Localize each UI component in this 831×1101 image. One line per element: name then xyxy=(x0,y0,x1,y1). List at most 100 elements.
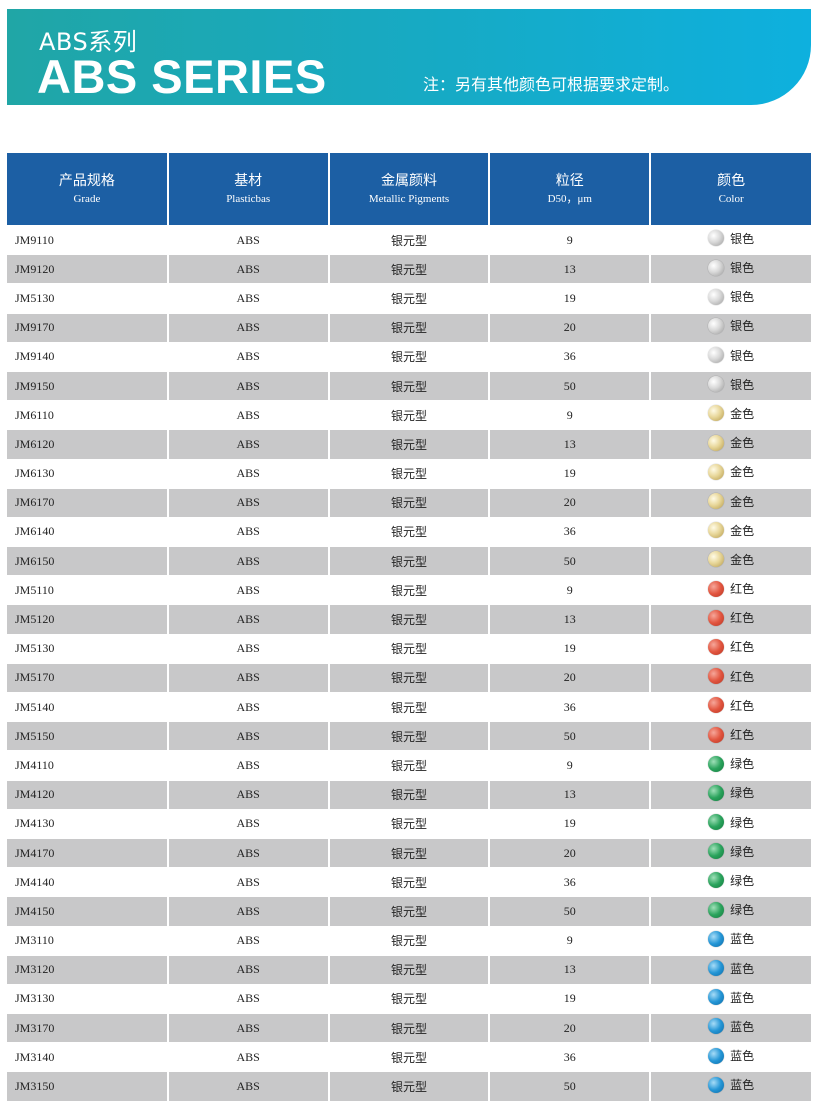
color-indicator: 蓝色 xyxy=(708,1018,754,1035)
color-cell: 绿色 xyxy=(649,750,811,781)
color-label: 蓝色 xyxy=(730,1019,755,1034)
grade-cell: JM4170 xyxy=(7,837,168,868)
color-cell: 银色 xyxy=(649,254,811,284)
series-banner: ABS系列 ABS SERIES 注：另有其他颜色可根据要求定制。 xyxy=(7,9,811,105)
color-indicator: 金色 xyxy=(708,522,754,539)
blue-swatch-icon xyxy=(708,1047,725,1064)
particle-size-cell: 20 xyxy=(488,1013,651,1043)
grade-cell: JM4140 xyxy=(7,867,168,897)
blue-swatch-icon xyxy=(708,1018,725,1035)
particle-size-cell: 36 xyxy=(488,1042,651,1072)
grade-cell: JM3150 xyxy=(7,1071,168,1101)
table-row: JM5130 ABS 银元型 19 银色 xyxy=(7,283,811,314)
particle-size-cell: 9 xyxy=(488,750,651,781)
particle-size-cell: 50 xyxy=(488,546,651,576)
silver-swatch-icon xyxy=(708,376,725,393)
particle-size-cell: 19 xyxy=(488,283,651,314)
grade-cell: JM5120 xyxy=(7,604,168,635)
table-row: JM6150 ABS 银元型 50 金色 xyxy=(7,546,811,576)
color-indicator: 红色 xyxy=(708,580,754,597)
grade-cell: JM9150 xyxy=(7,370,168,401)
grade-cell: JM4110 xyxy=(7,750,168,781)
color-label: 银色 xyxy=(730,319,755,334)
grade-cell: JM5110 xyxy=(7,575,168,605)
table-header-row: 产品规格 Grade 基材 Plasticbas 金属颜料 Metallic P… xyxy=(7,153,811,226)
color-cell: 红色 xyxy=(649,575,811,605)
color-indicator: 金色 xyxy=(708,463,754,480)
table-row: JM4130 ABS 银元型 19 绿色 xyxy=(7,808,811,839)
base-cell: ABS xyxy=(166,312,329,343)
grade-cell: JM3110 xyxy=(7,925,168,956)
table-row: JM3170 ABS 银元型 20 蓝色 xyxy=(7,1013,811,1043)
table-row: JM9120 ABS 银元型 13 银色 xyxy=(7,254,811,284)
table-row: JM5110 ABS 银元型 9 红色 xyxy=(7,575,811,605)
header-pigment-zh: 金属颜料 xyxy=(380,172,437,189)
pigment-cell: 银元型 xyxy=(327,633,490,664)
grade-cell: JM6120 xyxy=(7,429,168,459)
particle-size-cell: 36 xyxy=(488,341,651,372)
color-label: 红色 xyxy=(730,640,755,655)
color-cell: 绿色 xyxy=(649,896,811,926)
header-particle-size-zh: 粒径 xyxy=(555,172,584,189)
color-cell: 红色 xyxy=(649,633,811,664)
series-title: ABS SERIES xyxy=(37,50,327,103)
particle-size-cell: 20 xyxy=(488,487,651,518)
color-indicator: 蓝色 xyxy=(708,930,754,947)
particle-size-cell: 50 xyxy=(488,896,651,926)
base-cell: ABS xyxy=(166,1013,329,1043)
color-label: 金色 xyxy=(730,523,755,538)
color-indicator: 绿色 xyxy=(708,755,754,772)
color-label: 银色 xyxy=(730,348,755,363)
red-swatch-icon xyxy=(708,580,725,597)
grade-cell: JM9110 xyxy=(7,224,168,255)
color-label: 红色 xyxy=(730,611,755,626)
grade-cell: JM6170 xyxy=(7,487,168,518)
color-indicator: 金色 xyxy=(708,405,754,422)
header-pigment-en: Metallic Pigments xyxy=(368,192,450,205)
pigment-cell: 银元型 xyxy=(327,546,490,576)
base-cell: ABS xyxy=(166,925,329,956)
table-row: JM6140 ABS 银元型 36 金色 xyxy=(7,516,811,547)
silver-swatch-icon xyxy=(708,259,725,276)
grade-cell: JM3120 xyxy=(7,954,168,985)
table-row: JM5140 ABS 银元型 36 红色 xyxy=(7,691,811,722)
green-swatch-icon xyxy=(708,814,725,831)
color-label: 绿色 xyxy=(730,757,755,772)
particle-size-cell: 50 xyxy=(488,370,651,401)
base-cell: ABS xyxy=(166,721,329,751)
base-cell: ABS xyxy=(166,1042,329,1072)
color-cell: 绿色 xyxy=(649,779,811,810)
pigment-cell: 银元型 xyxy=(327,604,490,635)
color-indicator: 红色 xyxy=(708,726,754,743)
base-cell: ABS xyxy=(166,808,329,839)
color-cell: 蓝色 xyxy=(649,1071,811,1101)
particle-size-cell: 20 xyxy=(488,312,651,343)
pigment-cell: 银元型 xyxy=(327,370,490,401)
table-row: JM4150 ABS 银元型 50 绿色 xyxy=(7,896,811,926)
pigment-cell: 银元型 xyxy=(327,925,490,956)
header-color-zh: 颜色 xyxy=(717,172,746,189)
pigment-cell: 银元型 xyxy=(327,575,490,605)
table-row: JM6170 ABS 银元型 20 金色 xyxy=(7,487,811,518)
pigment-cell: 银元型 xyxy=(327,867,490,897)
header-pigment: 金属颜料 Metallic Pigments xyxy=(327,153,490,226)
series-subtitle: ABS系列 xyxy=(39,28,138,56)
color-cell: 金色 xyxy=(649,400,811,430)
particle-size-cell: 20 xyxy=(488,662,651,693)
particle-size-cell: 36 xyxy=(488,516,651,547)
gold-swatch-icon xyxy=(708,405,725,422)
grade-cell: JM9170 xyxy=(7,312,168,343)
pigment-cell: 银元型 xyxy=(327,691,490,722)
pigment-cell: 银元型 xyxy=(327,283,490,314)
color-cell: 绿色 xyxy=(649,837,811,868)
color-cell: 金色 xyxy=(649,516,811,547)
gold-swatch-icon xyxy=(708,434,725,451)
silver-swatch-icon xyxy=(708,317,725,334)
table-row: JM3110 ABS 银元型 9 蓝色 xyxy=(7,925,811,956)
red-swatch-icon xyxy=(708,697,725,714)
color-label: 银色 xyxy=(730,377,755,392)
particle-size-cell: 13 xyxy=(488,604,651,635)
green-swatch-icon xyxy=(708,755,725,772)
color-cell: 银色 xyxy=(649,370,811,401)
color-cell: 金色 xyxy=(649,429,811,459)
